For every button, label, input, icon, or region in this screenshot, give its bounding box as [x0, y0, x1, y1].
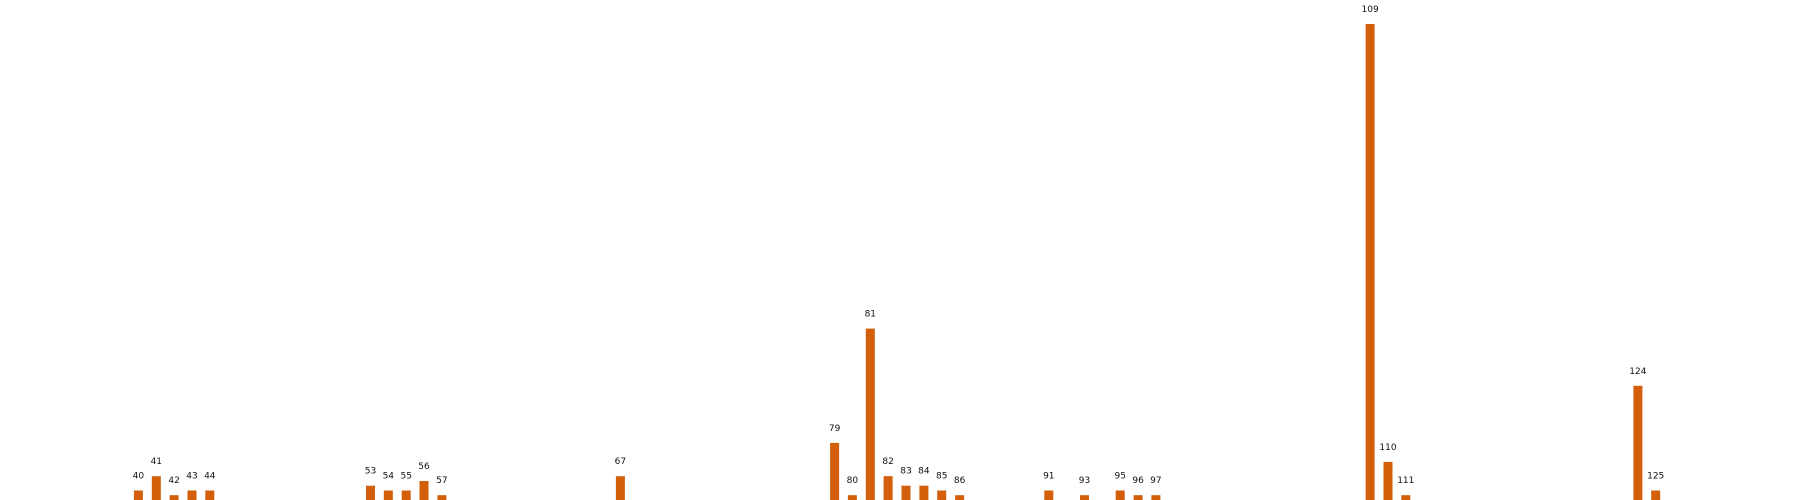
bar-label-42: 42	[168, 476, 179, 486]
bar-125	[1651, 490, 1661, 500]
bar-43	[187, 490, 197, 500]
bar-label-43: 43	[186, 472, 197, 482]
bar-label-97: 97	[1150, 476, 1161, 486]
bar-42	[169, 495, 179, 500]
bar-93	[1080, 495, 1089, 500]
bar-label-91: 91	[1043, 472, 1054, 482]
bar-109	[1365, 24, 1375, 500]
bar-label-80: 80	[847, 476, 859, 486]
bar-label-83: 83	[900, 467, 911, 477]
bar-label-111: 111	[1397, 476, 1414, 486]
bar-110	[1383, 461, 1393, 500]
bar-label-85: 85	[936, 472, 947, 482]
bar-label-125: 125	[1647, 472, 1664, 482]
bar-55	[401, 490, 411, 500]
bar-label-44: 44	[204, 472, 216, 482]
bar-label-109: 109	[1362, 5, 1379, 15]
bar-label-96: 96	[1132, 476, 1144, 486]
bar-56	[419, 481, 429, 500]
bar-labels-group: 40 41 42 43 44 53 54 55 56 57 67 79 80 81 82 83 84 85 86 91…	[133, 5, 1665, 486]
bar-label-110: 110	[1379, 443, 1396, 453]
bar-label-54: 54	[383, 472, 395, 482]
bar-label-95: 95	[1114, 472, 1125, 482]
bar-82	[883, 476, 893, 500]
bar-85	[937, 490, 947, 500]
bar-84	[919, 485, 929, 500]
bar-79	[830, 442, 840, 500]
bar-label-67: 67	[615, 457, 626, 467]
bar-54	[383, 490, 393, 500]
bar-label-53: 53	[365, 467, 376, 477]
bar-53	[366, 485, 375, 500]
bar-83	[901, 485, 911, 500]
bar-label-93: 93	[1079, 476, 1090, 486]
bar-97	[1151, 495, 1161, 500]
bar-label-81: 81	[865, 310, 876, 320]
bar-41	[151, 476, 161, 500]
bar-86	[955, 495, 965, 500]
bar-81	[865, 328, 875, 500]
bar-44	[205, 490, 215, 500]
bar-40	[133, 490, 143, 500]
bar-91	[1044, 490, 1054, 500]
bar-80	[847, 495, 857, 500]
bar-96	[1133, 495, 1143, 500]
bar-67	[615, 476, 625, 500]
bar-124	[1633, 385, 1643, 500]
bar-label-84: 84	[918, 467, 930, 477]
bar-57	[437, 495, 447, 500]
bar-label-41: 41	[151, 457, 162, 467]
bar-label-124: 124	[1629, 367, 1646, 377]
bar-label-56: 56	[418, 462, 430, 472]
bar-label-79: 79	[829, 424, 841, 434]
bars-group	[133, 24, 1661, 500]
bar-label-86: 86	[954, 476, 966, 486]
bar-label-57: 57	[436, 476, 447, 486]
bar-label-40: 40	[133, 472, 145, 482]
bar-111	[1401, 495, 1411, 500]
bar-95	[1115, 490, 1125, 500]
bar-label-82: 82	[882, 457, 893, 467]
bar-label-55: 55	[400, 472, 411, 482]
